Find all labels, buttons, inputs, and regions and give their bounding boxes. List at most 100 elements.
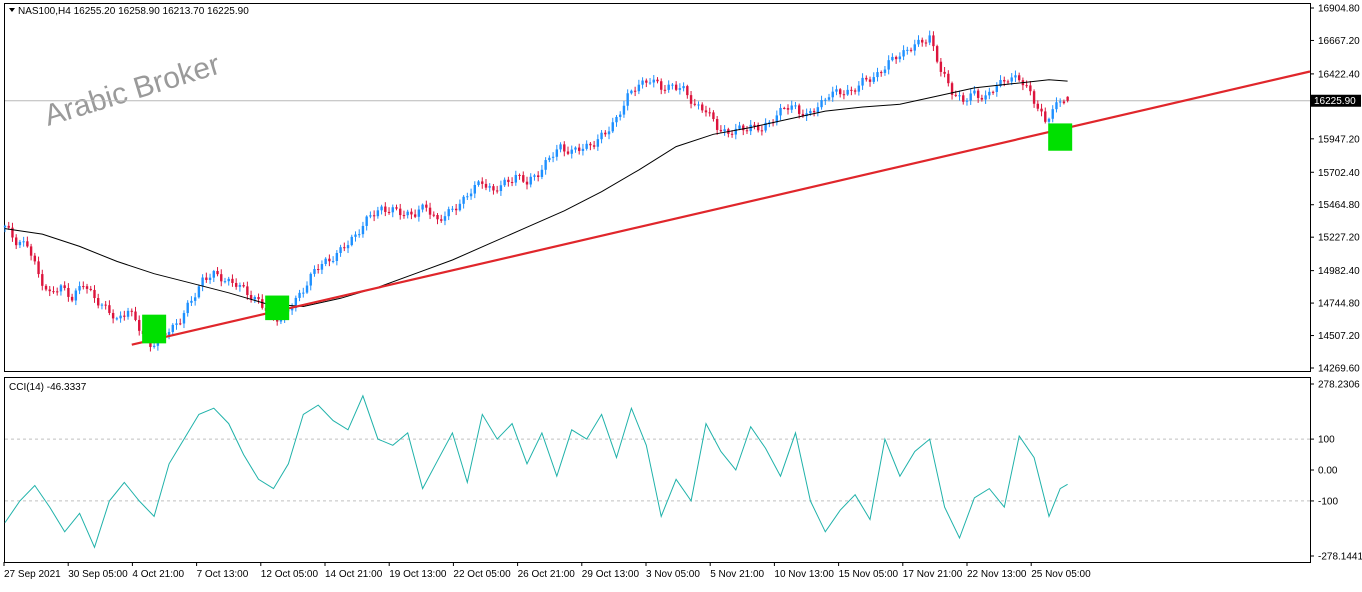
- candle-body: [261, 299, 264, 308]
- candle-body: [768, 122, 771, 124]
- candle-body: [581, 148, 585, 151]
- candle-body: [82, 286, 85, 288]
- candle-body: [499, 185, 503, 192]
- trendline[interactable]: [131, 70, 1311, 346]
- symbol-menu-icon[interactable]: [9, 8, 15, 12]
- candle-body: [1047, 118, 1051, 122]
- candle-body: [11, 227, 14, 238]
- candle-body: [436, 215, 439, 220]
- candle-body: [1029, 85, 1032, 92]
- candle-body: [391, 207, 394, 213]
- candle-body: [906, 49, 909, 51]
- touch-marker: [142, 314, 167, 344]
- candle-body: [369, 215, 372, 217]
- candle-body: [246, 286, 249, 296]
- candle-body: [801, 113, 805, 117]
- candle-body: [756, 124, 760, 131]
- candle-body: [29, 246, 33, 256]
- candle-body: [924, 42, 928, 44]
- candle-body: [954, 94, 957, 96]
- cci-tick-label: -100: [1318, 496, 1338, 507]
- candle-body: [3, 225, 7, 228]
- candle-body: [413, 214, 417, 217]
- candle-body: [816, 107, 820, 113]
- candle-body: [980, 97, 984, 100]
- candle-body: [891, 56, 894, 61]
- candle-body: [596, 139, 600, 147]
- candle-body: [600, 132, 603, 140]
- cci-tick-label: 100: [1318, 435, 1335, 446]
- candle-body: [111, 312, 115, 319]
- candle-body: [965, 100, 969, 102]
- candle-body: [119, 315, 122, 319]
- candle-body: [950, 83, 954, 95]
- candle-body: [917, 39, 920, 45]
- candle-body: [641, 80, 644, 85]
- candle-body: [331, 260, 335, 262]
- candle-body: [488, 186, 491, 188]
- candle-body: [697, 104, 700, 106]
- candle-body: [257, 297, 260, 300]
- chart-title: NAS100,H4 16255.20 16258.90 16213.70 162…: [18, 6, 249, 17]
- candle-body: [432, 214, 435, 216]
- candle-body: [626, 93, 629, 106]
- candle-body: [704, 110, 708, 113]
- candle-body: [812, 110, 816, 113]
- candle-body: [443, 216, 447, 221]
- candle-body: [850, 89, 853, 91]
- candle-body: [880, 72, 883, 74]
- cci-pane[interactable]: [4, 377, 1311, 563]
- candle-body: [67, 288, 70, 297]
- candle-body: [343, 247, 346, 249]
- candle-body: [637, 84, 641, 92]
- time-tick-label: 29 Oct 13:00: [582, 569, 640, 580]
- candle-body: [1062, 101, 1066, 104]
- candle-body: [339, 247, 342, 253]
- markers: [142, 123, 1073, 344]
- time-tick-label: 15 Nov 05:00: [839, 569, 899, 580]
- time-tick-label: 7 Oct 13:00: [197, 569, 249, 580]
- candle-body: [26, 241, 29, 247]
- candle-body: [205, 277, 208, 281]
- candle-body: [566, 151, 570, 154]
- candle-body: [533, 175, 536, 177]
- time-tick-label: 10 Nov 13:00: [774, 569, 834, 580]
- main-pane[interactable]: [4, 3, 1311, 372]
- current-price-tag-text: 16225.90: [1314, 96, 1356, 107]
- candle-body: [652, 79, 655, 83]
- candle-body: [93, 289, 96, 299]
- price-tick-label: 14507.20: [1318, 331, 1360, 342]
- candle-body: [469, 193, 473, 197]
- candle-body: [365, 216, 368, 226]
- candle-body: [831, 91, 834, 98]
- candle-body: [693, 103, 696, 105]
- candle-body: [104, 304, 107, 306]
- candle-body: [973, 90, 976, 94]
- candle-body: [589, 143, 592, 146]
- candle-body: [872, 77, 875, 82]
- candle-body: [969, 93, 972, 101]
- candle-body: [1055, 102, 1058, 110]
- candle-body: [615, 116, 618, 123]
- candle-body: [167, 331, 171, 336]
- candle-body: [786, 108, 790, 110]
- candle-body: [682, 86, 685, 89]
- candle-body: [827, 97, 831, 100]
- candles: [3, 30, 1069, 352]
- candle-body: [790, 105, 793, 110]
- candle-body: [943, 71, 946, 74]
- candle-body: [1003, 80, 1006, 82]
- candle-body: [839, 89, 842, 95]
- time-tick-label: 19 Oct 13:00: [389, 569, 447, 580]
- candle-body: [402, 215, 406, 217]
- time-tick-label: 27 Sep 2021: [4, 569, 61, 580]
- candle-body: [14, 237, 18, 246]
- candle-body: [380, 206, 383, 211]
- candle-body: [976, 90, 980, 98]
- candle-body: [894, 56, 898, 60]
- price-tick-label: 15702.40: [1318, 168, 1360, 179]
- candle-body: [63, 285, 66, 289]
- candle-body: [794, 105, 797, 107]
- candle-body: [592, 145, 596, 147]
- candle-body: [100, 304, 104, 306]
